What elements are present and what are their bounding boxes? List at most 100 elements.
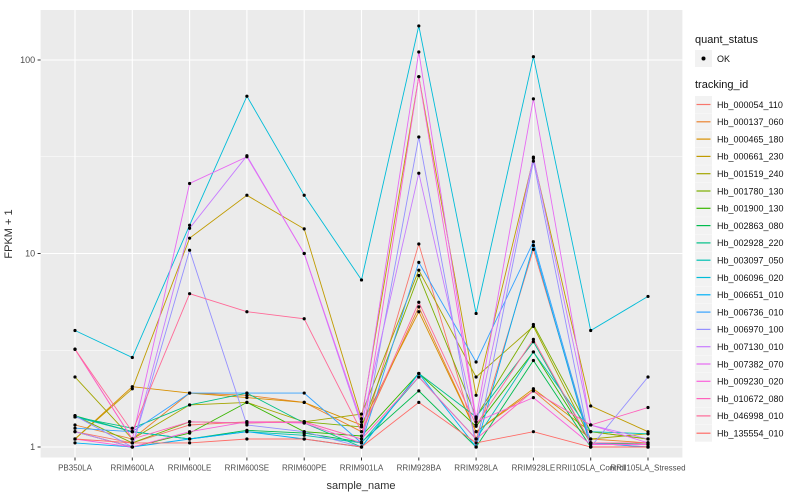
- data-point: [359, 412, 364, 416]
- data-point: [531, 350, 536, 354]
- data-point: [474, 430, 478, 434]
- data-point: [531, 55, 536, 59]
- data-point: [245, 430, 249, 434]
- x-tick-label: RRIM928LE: [512, 464, 556, 473]
- data-point: [417, 24, 421, 28]
- data-point: [417, 375, 421, 379]
- data-point: [417, 305, 421, 309]
- data-point: [417, 242, 421, 246]
- data-point: [302, 420, 306, 424]
- y-tick-label: 10: [25, 249, 35, 259]
- data-point: [474, 311, 478, 316]
- data-point: [531, 97, 536, 101]
- data-point: [531, 396, 536, 400]
- ok-point-icon: [701, 56, 706, 61]
- data-point: [188, 423, 192, 427]
- x-tick-label: RRIM600SE: [225, 464, 269, 473]
- axes: 1 10 100 PB350LA RRIM600LA RRIM600LE RRIM600SE…: [20, 55, 686, 473]
- data-point: [188, 226, 192, 230]
- data-point: [188, 437, 192, 441]
- data-point: [188, 391, 192, 395]
- data-point: [531, 240, 536, 244]
- data-point: [531, 159, 536, 163]
- x-tick-label: RRII105LA_Stressed: [610, 464, 685, 473]
- data-point: [245, 437, 249, 441]
- data-point: [245, 400, 249, 405]
- data-point: [474, 393, 478, 397]
- data-point: [73, 328, 77, 333]
- legend: OK Hb_000054_110 Hb_000137_060 Hb_000465_18…: [695, 50, 784, 442]
- data-point: [589, 441, 593, 445]
- legend-label-ok: OK: [717, 54, 730, 64]
- data-point: [73, 414, 77, 418]
- data-point: [130, 426, 134, 430]
- legend-label-Hb_001900_130: Hb_001900_130: [717, 204, 784, 214]
- data-point: [302, 433, 306, 437]
- data-point: [646, 432, 650, 436]
- legend-label-Hb_009230_020: Hb_009230_020: [717, 377, 784, 387]
- data-point: [73, 426, 77, 430]
- data-point: [130, 355, 134, 360]
- legend-label-Hb_006736_010: Hb_006736_010: [717, 307, 784, 317]
- data-point: [531, 358, 536, 363]
- data-point: [359, 441, 364, 445]
- legend-label-Hb_006096_020: Hb_006096_020: [717, 273, 784, 283]
- legend-label-Hb_007382_070: Hb_007382_070: [717, 359, 784, 369]
- data-point: [474, 420, 478, 424]
- data-point: [245, 155, 249, 159]
- x-axis-title: sample_name: [326, 480, 395, 492]
- data-point: [531, 430, 536, 434]
- legend-label-Hb_135554_010: Hb_135554_010: [717, 429, 784, 439]
- data-point: [589, 430, 593, 434]
- data-point: [359, 278, 364, 282]
- x-tick-label: RRIM928BA: [397, 464, 442, 473]
- data-point: [646, 294, 650, 299]
- data-point: [302, 251, 306, 256]
- data-point: [188, 248, 192, 252]
- data-point: [417, 389, 421, 393]
- data-point: [417, 268, 421, 272]
- data-point: [73, 430, 77, 434]
- legend-label-Hb_000054_110: Hb_000054_110: [717, 100, 783, 110]
- data-point: [359, 434, 364, 438]
- data-point: [245, 421, 249, 425]
- data-point: [417, 75, 421, 79]
- data-point: [531, 322, 536, 327]
- legend-title-tracking-id: tracking_id: [695, 79, 748, 91]
- data-point: [359, 437, 364, 441]
- data-point: [359, 423, 364, 427]
- legend-label-Hb_000661_230: Hb_000661_230: [717, 152, 784, 162]
- data-point: [589, 404, 593, 408]
- data-point: [417, 260, 421, 264]
- data-point: [474, 360, 478, 364]
- data-point: [302, 317, 306, 321]
- data-point: [589, 437, 593, 441]
- data-point: [245, 393, 249, 397]
- data-point: [589, 423, 593, 427]
- y-tick-label: 1: [30, 442, 35, 452]
- legend-label-Hb_006970_100: Hb_006970_100: [717, 325, 784, 335]
- data-point: [531, 155, 536, 159]
- data-point: [73, 423, 77, 427]
- data-point: [589, 328, 593, 333]
- data-point: [474, 423, 478, 427]
- data-point: [245, 310, 249, 314]
- data-point: [417, 400, 421, 405]
- data-point: [188, 430, 192, 434]
- data-point: [474, 417, 478, 421]
- data-point: [531, 243, 536, 248]
- data-point: [359, 430, 364, 434]
- data-point: [130, 437, 134, 441]
- legend-label-Hb_007130_010: Hb_007130_010: [717, 342, 784, 352]
- data-point: [188, 236, 192, 240]
- data-point: [474, 375, 478, 379]
- data-point: [417, 371, 421, 376]
- legend-label-Hb_003097_050: Hb_003097_050: [717, 256, 784, 266]
- data-point: [188, 223, 192, 227]
- legend-label-Hb_001780_130: Hb_001780_130: [717, 186, 784, 196]
- data-point: [474, 445, 478, 449]
- data-point: [646, 441, 650, 445]
- data-point: [130, 441, 134, 445]
- legend-label-Hb_046998_010: Hb_046998_010: [717, 411, 784, 421]
- x-tick-label: RRIM600LA: [111, 464, 155, 473]
